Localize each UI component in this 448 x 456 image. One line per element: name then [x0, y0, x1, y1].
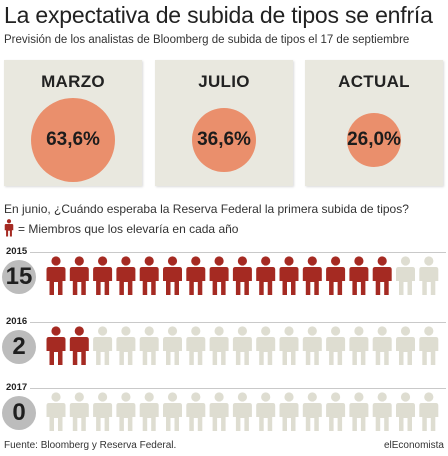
count-badge: 2: [2, 330, 36, 364]
person-icon-inactive: [349, 392, 369, 431]
person-icon-active: [116, 256, 136, 295]
probability-cards: MARZO 63,6% JULIO 36,6% ACTUAL 26,0%: [0, 56, 448, 192]
year-label: 2017: [6, 382, 28, 393]
probability-value: 26,0%: [347, 129, 401, 150]
person-icon-active: [186, 256, 206, 295]
person-icon-inactive: [396, 256, 415, 295]
person-icon-active: [93, 256, 113, 295]
person-icon-active: [326, 256, 346, 295]
person-icon-inactive: [256, 392, 276, 431]
person-icon-active: [209, 256, 229, 295]
person-icon-inactive: [419, 392, 439, 431]
person-icon-inactive: [279, 326, 299, 365]
person-icon-inactive: [419, 256, 439, 295]
person-icon-inactive: [93, 392, 113, 431]
person-icon-inactive: [349, 326, 369, 365]
person-icon-inactive: [232, 392, 252, 431]
person-icon-inactive: [396, 392, 415, 431]
person-icon-active: [163, 256, 182, 295]
source-note: Fuente: Bloomberg y Reserva Federal.: [4, 440, 177, 451]
person-icon: [4, 219, 14, 237]
probability-value: 36,6%: [197, 129, 251, 150]
person-icon-inactive: [163, 326, 182, 365]
person-icon-active: [256, 256, 276, 295]
year-row-2017: 2017 0: [0, 382, 448, 446]
card-actual: ACTUAL 26,0%: [305, 60, 443, 186]
year-label: 2015: [6, 246, 28, 257]
person-icon-inactive: [419, 326, 439, 365]
person-icon-active: [46, 326, 66, 365]
row-divider: [30, 388, 446, 389]
count-badge: 15: [2, 260, 36, 294]
year-row-2015: 2015 15: [0, 246, 448, 310]
person-icon-inactive: [372, 392, 392, 431]
year-row-2016: 2016 2: [0, 316, 448, 380]
person-icon-active: [139, 256, 159, 295]
card-label: ACTUAL: [338, 72, 410, 91]
card-julio: JULIO 36,6%: [155, 60, 293, 186]
person-icon-inactive: [372, 326, 392, 365]
person-icon-inactive: [396, 326, 415, 365]
person-icon-inactive: [46, 392, 66, 431]
person-icon-active: [349, 256, 369, 295]
person-icon-inactive: [256, 326, 276, 365]
card-label: JULIO: [198, 72, 250, 91]
person-icon-inactive: [209, 326, 229, 365]
people-icons: [46, 392, 439, 431]
row-divider: [30, 252, 446, 253]
person-icon-inactive: [232, 326, 252, 365]
person-icon-inactive: [326, 392, 346, 431]
person-icon-inactive: [163, 392, 182, 431]
card-marzo: MARZO 63,6%: [4, 60, 142, 186]
person-icon-active: [372, 256, 392, 295]
person-icon-inactive: [139, 326, 159, 365]
person-icon-inactive: [69, 392, 89, 431]
person-icon-inactive: [116, 392, 136, 431]
people-icons: [46, 326, 439, 365]
page-subtitle: Previsión de los analistas de Bloomberg …: [4, 34, 410, 46]
brand-label: elEconomista: [383, 440, 444, 451]
person-icon-inactive: [116, 326, 136, 365]
probability-circle: 63,6%: [31, 98, 115, 182]
person-icon-inactive: [302, 326, 322, 365]
probability-circle: 26,0%: [347, 113, 401, 167]
person-icon-inactive: [93, 326, 113, 365]
count-value: 0: [12, 399, 26, 426]
probability-circle: 36,6%: [192, 108, 256, 172]
count-badge: 0: [2, 396, 36, 430]
person-icon-inactive: [279, 392, 299, 431]
count-value: 2: [12, 333, 26, 360]
person-icon-active: [69, 256, 89, 295]
legend-text: = Miembros que los elevaría en cada año: [18, 222, 239, 236]
card-label: MARZO: [41, 72, 105, 91]
person-icon-inactive: [139, 392, 159, 431]
person-icon-inactive: [302, 392, 322, 431]
person-icon-inactive: [209, 392, 229, 431]
row-divider: [30, 322, 446, 323]
year-label: 2016: [6, 316, 28, 327]
person-icon-active: [279, 256, 299, 295]
person-icon-active: [69, 326, 89, 365]
page-title: La expectativa de subida de tipos se enf…: [4, 2, 433, 28]
people-icons: [46, 256, 439, 295]
count-value: 15: [5, 263, 33, 290]
probability-value: 63,6%: [46, 129, 100, 150]
person-icon-active: [232, 256, 252, 295]
person-icon-inactive: [186, 326, 206, 365]
person-icon-active: [46, 256, 66, 295]
person-icon-inactive: [186, 392, 206, 431]
person-icon-inactive: [326, 326, 346, 365]
person-icon-active: [302, 256, 322, 295]
question-text: En junio, ¿Cuándo esperaba la Reserva Fe…: [4, 202, 409, 216]
